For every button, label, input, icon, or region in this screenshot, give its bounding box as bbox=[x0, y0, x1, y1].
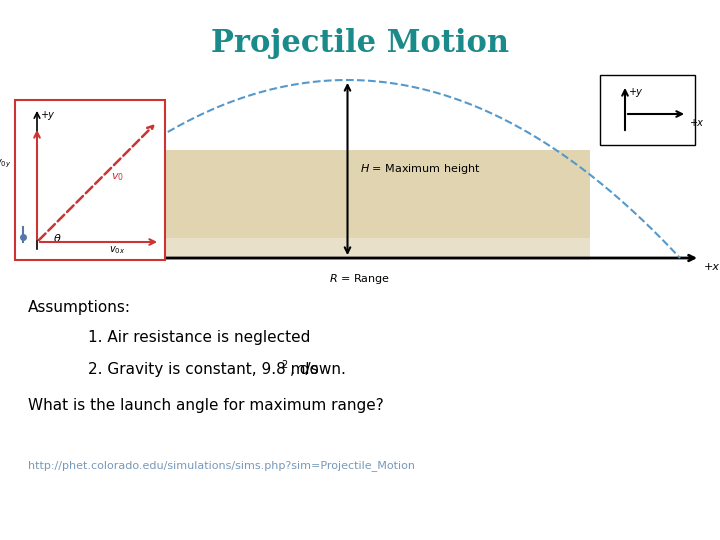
Text: Assumptions:: Assumptions: bbox=[28, 300, 131, 315]
Text: $H$ = Maximum height: $H$ = Maximum height bbox=[359, 162, 480, 176]
Text: 2: 2 bbox=[281, 360, 287, 370]
Text: +y: +y bbox=[629, 87, 643, 97]
Text: $\theta$: $\theta$ bbox=[53, 232, 62, 244]
Text: What is the launch angle for maximum range?: What is the launch angle for maximum ran… bbox=[28, 398, 384, 413]
Bar bbox=[600, 75, 695, 145]
Text: Projectile Motion: Projectile Motion bbox=[211, 28, 509, 59]
Bar bbox=[155, 150, 590, 238]
Text: http://phet.colorado.edu/simulations/sims.php?sim=Projectile_Motion: http://phet.colorado.edu/simulations/sim… bbox=[28, 460, 415, 471]
Text: $v_0$: $v_0$ bbox=[111, 171, 124, 183]
Text: +x: +x bbox=[704, 262, 720, 272]
Text: 1. Air resistance is neglected: 1. Air resistance is neglected bbox=[88, 330, 310, 345]
Bar bbox=[155, 238, 590, 260]
Text: 2. Gravity is constant, 9.8 m/s: 2. Gravity is constant, 9.8 m/s bbox=[88, 362, 319, 377]
Text: +y: +y bbox=[41, 110, 55, 120]
Text: $R$ = Range: $R$ = Range bbox=[330, 272, 390, 286]
Text: $v_{0y}$: $v_{0y}$ bbox=[0, 158, 11, 170]
Text: , down.: , down. bbox=[290, 362, 346, 377]
Bar bbox=[15, 100, 165, 260]
Text: +x: +x bbox=[690, 118, 704, 128]
Text: $v_{0x}$: $v_{0x}$ bbox=[109, 244, 125, 256]
